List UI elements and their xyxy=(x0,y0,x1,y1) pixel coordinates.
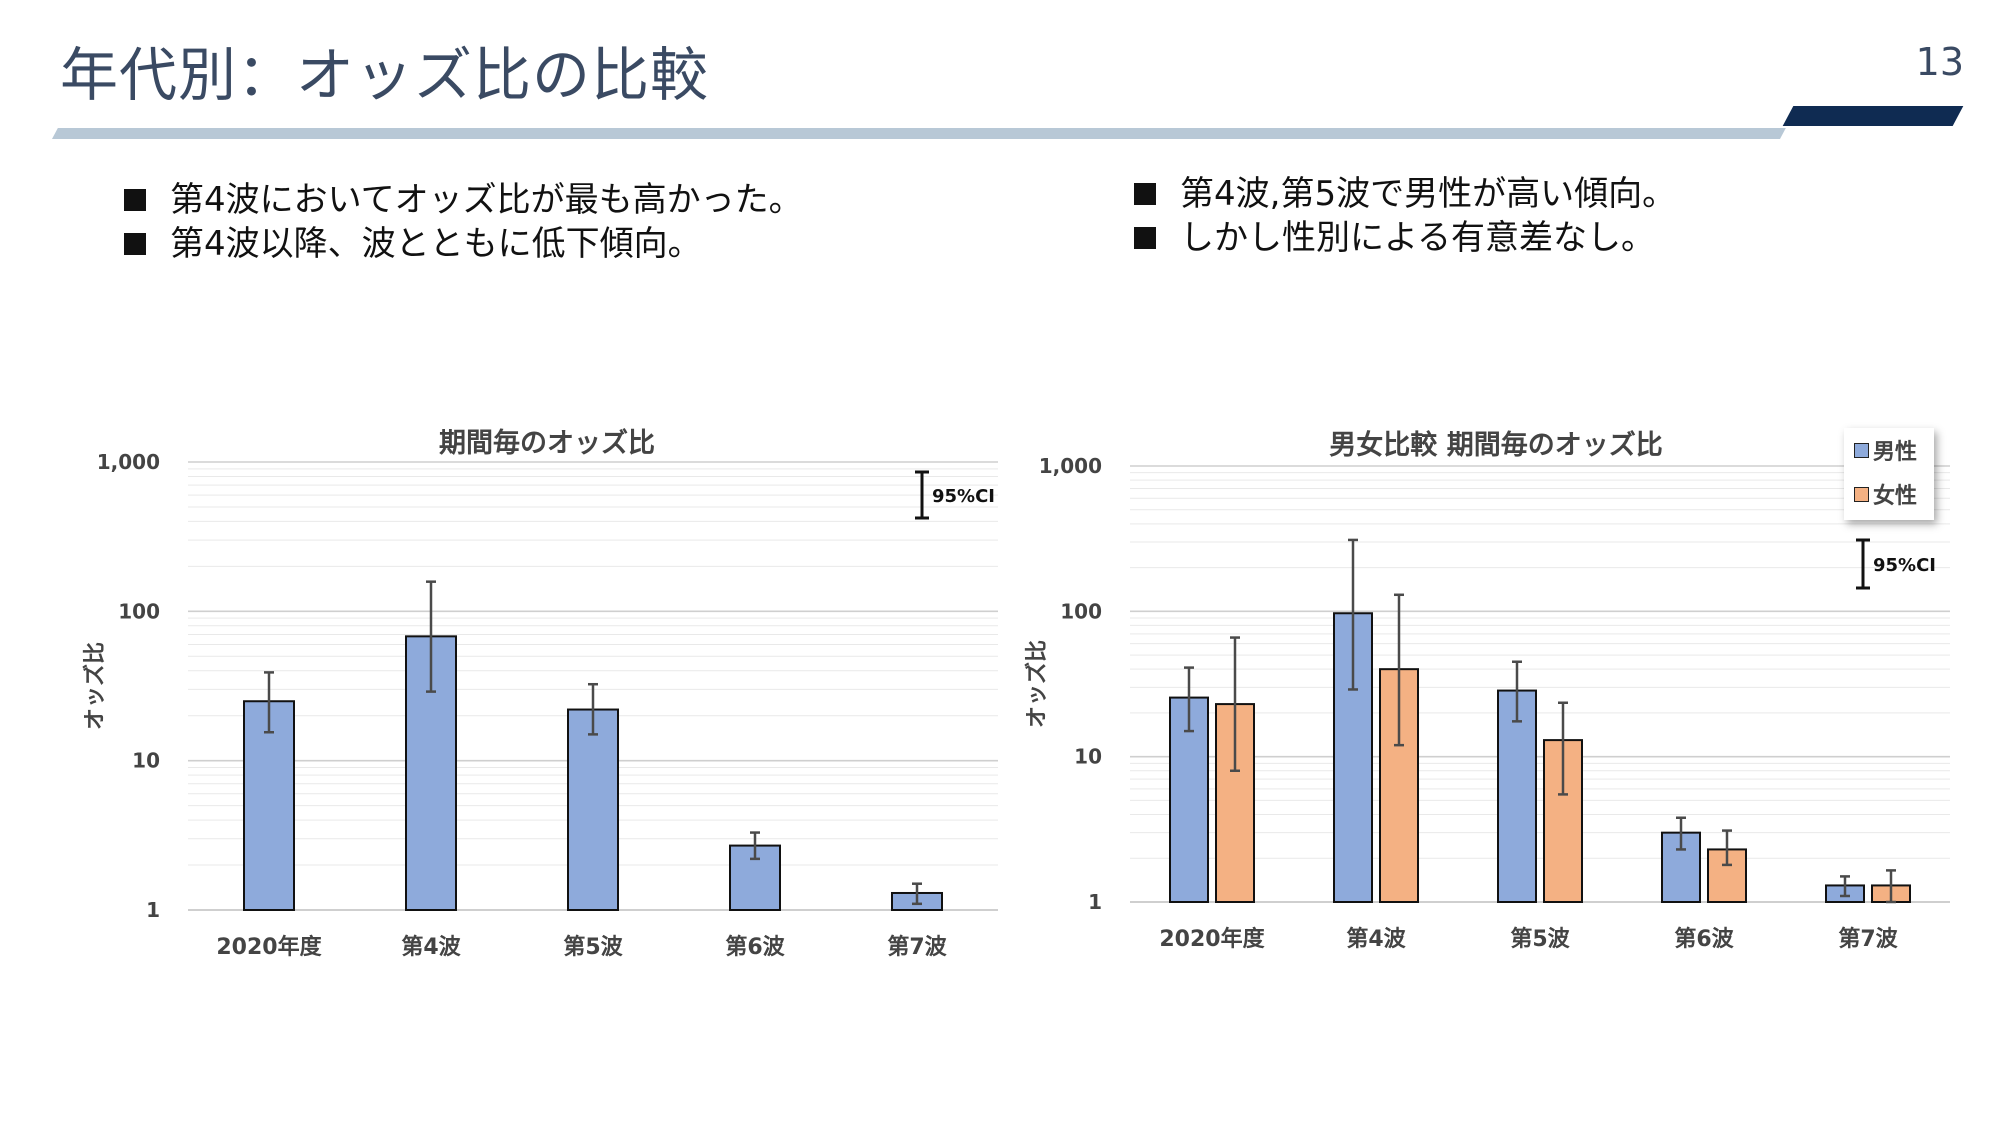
legend-item-male: 男性 xyxy=(1844,428,1934,472)
bullet-text: 第4波,第5波で男性が高い傾向。 xyxy=(1180,174,1677,214)
x-tick-label: 第6波 xyxy=(725,934,785,960)
x-tick-label: 2020年度 xyxy=(1159,926,1265,952)
legend-label-male: 男性 xyxy=(1873,440,1918,465)
bar xyxy=(567,708,619,912)
bullet-text: 第4波以降、波とともに低下傾向。 xyxy=(170,224,702,264)
bullet-square-icon xyxy=(1134,183,1156,205)
y-axis-label: オッズ比 xyxy=(82,642,108,730)
legend-label-female: 女性 xyxy=(1873,484,1918,509)
y-tick-label: 1 xyxy=(1088,890,1102,914)
y-tick-label: 10 xyxy=(1074,745,1102,769)
x-tick-label: 第5波 xyxy=(563,934,623,960)
y-tick-label: 1 xyxy=(146,898,160,922)
y-tick-label: 1,000 xyxy=(1039,454,1102,478)
bullet-item: しかし性別による有意差なし。 xyxy=(1134,216,1676,260)
ci-legend-label: 95%CI xyxy=(932,486,995,507)
x-tick-label: 第5波 xyxy=(1510,926,1570,952)
x-tick-label: 2020年度 xyxy=(216,934,322,960)
chart-title: 期間毎のオッズ比 xyxy=(439,427,655,459)
bullet-list-right: 第4波,第5波で男性が高い傾向。 しかし性別による有意差なし。 xyxy=(1134,172,1676,260)
bar xyxy=(243,700,295,912)
x-tick-label: 第4波 xyxy=(401,934,461,960)
x-tick-label: 第6波 xyxy=(1674,926,1734,952)
y-tick-label: 100 xyxy=(118,599,160,623)
y-axis-label: オッズ比 xyxy=(1024,640,1050,728)
slide-title: 年代別：オッズ比の比較 xyxy=(60,41,710,109)
bullet-item: 第4波においてオッズ比が最も高かった。 xyxy=(124,178,803,222)
x-tick-label: 第4波 xyxy=(1346,926,1406,952)
bullet-square-icon xyxy=(124,233,146,255)
x-tick-label: 第7波 xyxy=(1838,926,1898,952)
chart-odds-by-sex: 1 10 100 1,000 オッズ比 男女比較 期間毎のオッズ比 2020年度 第4波 第5波… xyxy=(1024,429,1950,952)
y-tick-label: 100 xyxy=(1060,599,1102,623)
bullet-item: 第4波,第5波で男性が高い傾向。 xyxy=(1134,172,1676,216)
legend-swatch-male xyxy=(1854,442,1869,458)
title-underline xyxy=(52,128,1786,139)
bullet-list-left: 第4波においてオッズ比が最も高かった。 第4波以降、波とともに低下傾向。 xyxy=(124,178,803,266)
x-tick-label: 第7波 xyxy=(887,934,947,960)
legend-item-female: 女性 xyxy=(1844,472,1934,516)
ci-legend-label: 95%CI xyxy=(1873,555,1936,576)
y-tick-label: 1,000 xyxy=(97,450,160,474)
bullet-square-icon xyxy=(124,189,146,211)
title-accent-bar xyxy=(1782,106,1964,126)
chart-odds-by-period: 1 10 100 1,000 オッズ比 期間毎のオッズ比 2020年度 第4波 第5波 第6波 第7… xyxy=(82,427,998,960)
bullet-text: 第4波においてオッズ比が最も高かった。 xyxy=(170,180,803,220)
legend-swatch-female xyxy=(1854,486,1869,502)
page-number: 13 xyxy=(1915,40,1964,84)
bullet-square-icon xyxy=(1134,227,1156,249)
chart-title: 男女比較 期間毎のオッズ比 xyxy=(1329,429,1662,461)
bullet-item: 第4波以降、波とともに低下傾向。 xyxy=(124,222,803,266)
legend: 男性 女性 xyxy=(1844,428,1934,520)
y-tick-label: 10 xyxy=(132,749,160,773)
bullet-text: しかし性別による有意差なし。 xyxy=(1180,218,1655,258)
